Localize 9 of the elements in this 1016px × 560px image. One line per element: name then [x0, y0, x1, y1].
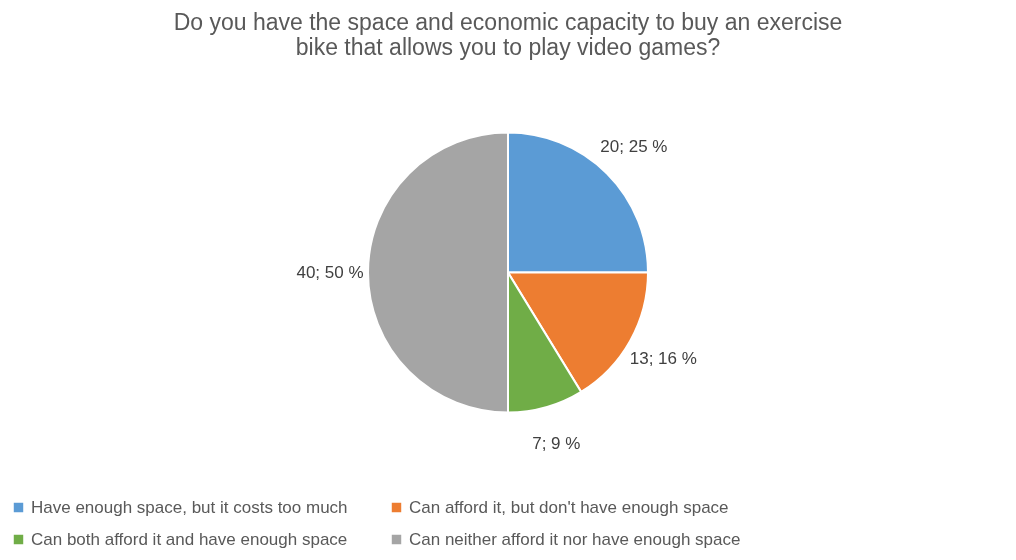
data-label: 7; 9 %	[532, 433, 581, 453]
data-label: 20; 25 %	[600, 136, 668, 156]
data-label: 13; 16 %	[629, 349, 697, 369]
legend-label: Can both afford it and have enough space	[31, 529, 348, 549]
legend-label: Can afford it, but don't have enough space	[409, 497, 729, 517]
chart-title: Do you have the space and economic capacity to buy an exercise bike that allows you to play video games?	[173, 9, 843, 60]
data-label: 40; 50 %	[296, 262, 364, 282]
legend-label: Have enough space, but it costs too much	[31, 497, 348, 517]
legend-label: Can neither afford it nor have enough space	[409, 529, 741, 549]
